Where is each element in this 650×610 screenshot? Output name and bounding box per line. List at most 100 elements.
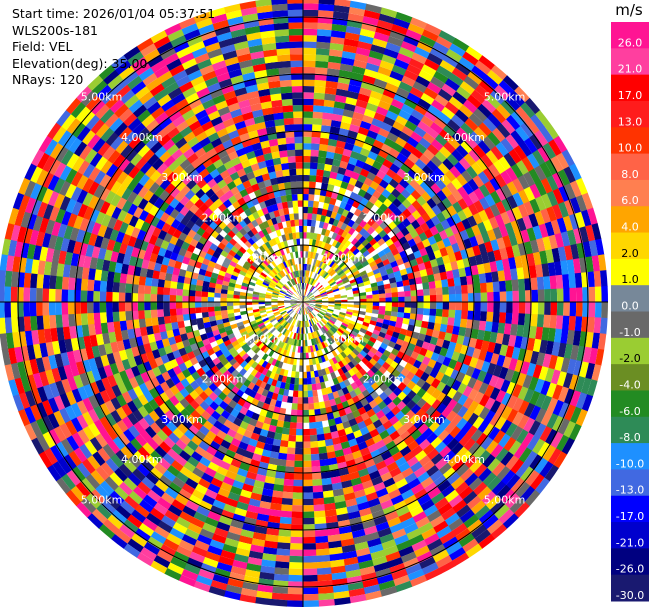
- velocity-gate: [344, 283, 352, 289]
- velocity-gate: [342, 109, 355, 118]
- velocity-gate: [391, 24, 409, 36]
- velocity-gate: [535, 264, 544, 278]
- velocity-gate: [431, 194, 442, 206]
- velocity-gate: [416, 195, 427, 207]
- velocity-gate: [415, 142, 428, 155]
- velocity-gate: [372, 139, 385, 150]
- velocity-gate: [520, 229, 531, 244]
- velocity-gate: [410, 290, 418, 297]
- velocity-gate: [317, 240, 323, 248]
- velocity-gate: [317, 22, 333, 31]
- velocity-gate: [495, 259, 504, 272]
- velocity-gate: [411, 200, 422, 211]
- velocity-gate: [492, 281, 500, 293]
- velocity-gate: [316, 207, 323, 215]
- velocity-gate: [323, 272, 329, 279]
- velocity-gate: [555, 274, 564, 290]
- velocity-gate: [393, 158, 405, 169]
- velocity-gate: [475, 158, 489, 172]
- velocity-gate: [396, 152, 408, 164]
- velocity-gate: [430, 242, 440, 253]
- velocity-gate: [315, 175, 324, 183]
- velocity-gate: [452, 190, 464, 202]
- velocity-gate: [426, 81, 442, 95]
- velocity-gate: [343, 217, 351, 225]
- velocity-gate: [380, 143, 393, 154]
- velocity-gate: [448, 252, 457, 263]
- velocity-gate: [486, 229, 497, 242]
- velocity-gate: [369, 260, 377, 268]
- velocity-gate: [345, 96, 358, 106]
- velocity-gate: [377, 284, 385, 291]
- velocity-gate: [303, 124, 313, 131]
- velocity-gate: [333, 275, 341, 282]
- velocity-gate: [478, 273, 487, 284]
- velocity-gate: [568, 273, 576, 289]
- velocity-gate: [303, 298, 309, 302]
- velocity-gate: [435, 35, 453, 50]
- velocity-gate: [433, 167, 445, 179]
- velocity-gate: [320, 182, 329, 191]
- velocity-gate: [318, 261, 324, 269]
- velocity-gate: [437, 162, 450, 175]
- velocity-gate: [411, 219, 421, 230]
- velocity-gate: [401, 103, 415, 116]
- velocity-gate: [411, 147, 424, 159]
- velocity-gate: [490, 146, 504, 161]
- velocity-gate: [389, 30, 406, 42]
- velocity-gate: [424, 228, 434, 239]
- velocity-gate: [473, 108, 488, 123]
- velocity-gate: [444, 262, 453, 272]
- velocity-gate: [405, 223, 416, 233]
- velocity-gate: [303, 181, 310, 188]
- velocity-gate: [405, 29, 423, 41]
- velocity-gate: [310, 286, 315, 293]
- velocity-gate: [362, 141, 374, 152]
- velocity-gate: [316, 169, 325, 177]
- velocity-gate: [341, 276, 349, 282]
- velocity-gate: [372, 294, 380, 299]
- velocity-gate: [340, 263, 348, 271]
- velocity-gate: [311, 279, 316, 286]
- velocity-gate: [380, 270, 388, 277]
- velocity-gate: [452, 201, 463, 214]
- velocity-gate: [303, 9, 319, 17]
- velocity-gate: [468, 256, 478, 267]
- velocity-gate: [307, 251, 312, 259]
- velocity-gate: [550, 155, 564, 173]
- velocity-gate: [340, 245, 348, 253]
- velocity-gate: [337, 228, 345, 236]
- velocity-gate: [512, 206, 523, 221]
- velocity-gate: [366, 171, 377, 182]
- velocity-gate: [329, 281, 337, 287]
- velocity-gate: [331, 23, 348, 33]
- velocity-gate: [551, 247, 561, 263]
- velocity-gate: [382, 234, 391, 243]
- velocity-gate: [326, 289, 333, 293]
- velocity-gate: [381, 188, 392, 199]
- velocity-gate: [566, 229, 577, 246]
- velocity-gate: [314, 259, 319, 267]
- velocity-gate: [437, 111, 452, 125]
- velocity-gate: [421, 254, 430, 263]
- velocity-gate: [433, 232, 443, 243]
- velocity-gate: [468, 191, 480, 204]
- velocity-gate: [498, 224, 509, 238]
- velocity-gate: [329, 260, 336, 268]
- velocity-gate: [350, 281, 358, 287]
- velocity-gate: [366, 257, 375, 264]
- velocity-gate: [309, 232, 315, 240]
- velocity-gate: [402, 279, 410, 287]
- velocity-gate: [541, 263, 550, 278]
- velocity-gate: [303, 130, 313, 137]
- velocity-gate: [417, 120, 431, 133]
- velocity-gate: [418, 69, 434, 83]
- velocity-gate: [349, 245, 357, 253]
- velocity-gate: [557, 246, 567, 262]
- velocity-gate: [541, 193, 553, 210]
- velocity-gate: [452, 269, 460, 279]
- velocity-gate: [318, 221, 325, 229]
- velocity-gate: [342, 44, 358, 54]
- velocity-gate: [332, 286, 339, 291]
- velocity-gate: [324, 87, 338, 95]
